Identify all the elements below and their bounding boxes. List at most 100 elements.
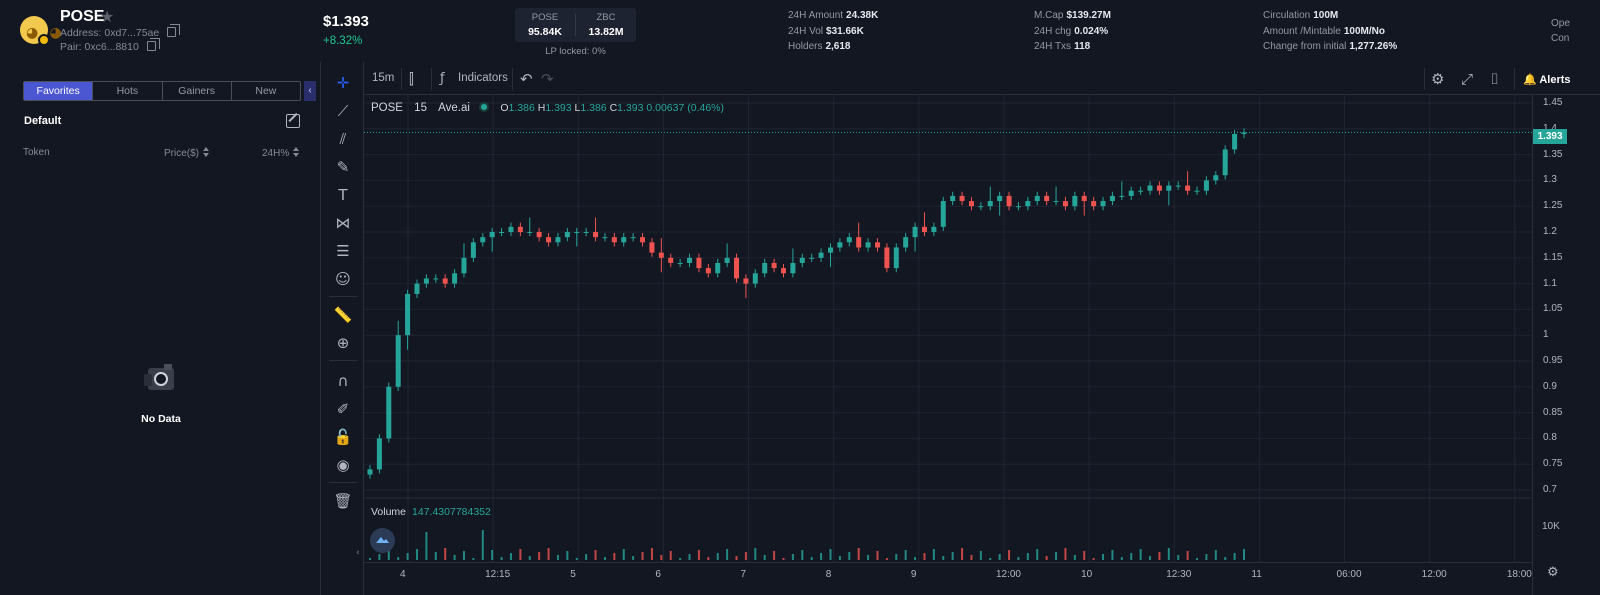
sort-icon[interactable]: [203, 147, 210, 158]
volume-bar: [773, 551, 776, 560]
pair-address-row: Pair: 0xc6...8810: [60, 38, 160, 53]
volume-bar: [1243, 549, 1245, 560]
column-price-label: Price($): [164, 148, 200, 159]
liquidity-quote: ZBC 13.82M: [576, 8, 636, 42]
trash-icon[interactable]: 🗑: [333, 492, 353, 510]
copy-icon[interactable]: [146, 38, 160, 51]
volume-bar: [848, 552, 851, 560]
volume-bar: [679, 558, 682, 560]
brush-tool-icon[interactable]: ✎: [336, 158, 350, 176]
eye-icon[interactable]: ◉: [336, 456, 350, 474]
text-tool-icon[interactable]: T: [338, 186, 348, 204]
sort-icon[interactable]: [293, 147, 300, 158]
candle-body: [705, 268, 711, 274]
volume-bar: [998, 554, 1001, 560]
copy-icon[interactable]: [167, 24, 181, 37]
volume-bar: [867, 555, 870, 560]
divider: [329, 482, 357, 483]
stat-change-initial: Change from initial 1,277.26%: [1263, 41, 1397, 52]
candle-body: [762, 262, 768, 274]
volume-bar: [697, 550, 700, 560]
price-tick-label: 0.9: [1543, 380, 1557, 392]
volume-bar: [1186, 551, 1189, 560]
volume-bar: [876, 551, 879, 560]
price-chart[interactable]: [364, 95, 1532, 562]
volume-bar: [688, 554, 691, 560]
price-tick-label: 1.25: [1543, 200, 1563, 212]
collapse-panel-button[interactable]: ‹: [304, 81, 316, 101]
candle-body: [555, 237, 561, 243]
volume-bar: [556, 555, 559, 560]
fib-tool-icon[interactable]: ⫽: [339, 130, 347, 148]
candle-body: [367, 469, 373, 475]
candle-body: [752, 273, 758, 284]
lock-icon[interactable]: 🔓: [333, 428, 353, 446]
camera-icon[interactable]: ⌷: [1490, 70, 1500, 88]
candle-body: [903, 237, 909, 248]
legend-high-key: H: [537, 102, 546, 114]
ruler-tool-icon[interactable]: 📏: [333, 306, 353, 324]
volume-bar: [1224, 557, 1227, 560]
volume-legend: Volume 147.4307784352: [371, 506, 491, 518]
gear-icon[interactable]: ⚙: [1547, 565, 1559, 580]
liquidity-quote-name: ZBC: [596, 12, 616, 23]
candle-body: [865, 242, 871, 248]
candle-body: [987, 201, 993, 207]
price-tick-label: 1.1: [1543, 277, 1557, 289]
alerts-button[interactable]: 🔔 Alerts: [1523, 73, 1571, 86]
volume-bar: [1036, 549, 1039, 560]
tab-gainers[interactable]: Gainers: [163, 82, 232, 100]
magnet-tool-icon[interactable]: ∩: [337, 372, 349, 390]
favorite-star-icon[interactable]: ★: [100, 7, 115, 26]
trend-line-tool-icon[interactable]: ⟋: [337, 102, 349, 120]
crosshair-tool-icon[interactable]: ✛: [336, 74, 350, 92]
legend-interval: 15: [414, 102, 427, 114]
volume-bar: [491, 550, 494, 560]
redo-icon[interactable]: ↷: [541, 70, 554, 88]
column-price[interactable]: Price($): [164, 147, 210, 159]
candle-body: [1062, 201, 1068, 207]
volume-bar: [444, 548, 447, 560]
lock-drawing-icon[interactable]: ✐: [336, 400, 350, 418]
stat-label: Holders: [788, 41, 823, 52]
prediction-tool-icon[interactable]: ☰: [336, 242, 350, 260]
time-axis[interactable]: 4 12:15 5 6 7 8 9 12:00 10 12:30 11 06:00 12:00 18:00: [364, 562, 1532, 595]
time-tick-label: 18:00: [1506, 569, 1532, 580]
candle-body: [1166, 185, 1172, 191]
candle-body: [593, 232, 599, 238]
candle-body: [846, 237, 852, 243]
chevron-left-icon[interactable]: ‹: [356, 548, 360, 558]
stat-amount-mintable: Amount /Mintable 100M/No: [1263, 26, 1385, 37]
edit-icon[interactable]: [286, 114, 300, 128]
stat-mcap: M.Cap $139.27M: [1034, 10, 1111, 21]
tab-new[interactable]: New: [255, 85, 277, 97]
fullscreen-icon[interactable]: ⤢: [1461, 70, 1474, 88]
volume-bar: [1083, 551, 1086, 560]
volume-axis-label: 10K: [1542, 521, 1560, 532]
candle-type-icon[interactable]: ⫿: [409, 70, 414, 88]
stat-contract: Con: [1551, 33, 1569, 44]
stat-value: 24.38K: [846, 10, 879, 21]
volume-bar: [970, 555, 973, 560]
tab-hots[interactable]: Hots: [93, 82, 163, 100]
volume-bar: [415, 549, 418, 560]
volume-bar: [397, 557, 400, 560]
pattern-tool-icon[interactable]: ⋈: [335, 214, 351, 232]
candle-body: [837, 242, 843, 248]
emoji-tool-icon[interactable]: ☺: [335, 270, 351, 288]
candle-body: [771, 262, 777, 269]
indicators-button[interactable]: Indicators: [458, 72, 508, 84]
gear-icon[interactable]: ⚙: [1431, 70, 1445, 88]
column-change[interactable]: 24H%: [262, 147, 300, 159]
candle-body: [405, 293, 411, 336]
legend-source: Ave.ai: [438, 102, 470, 114]
fx-icon[interactable]: ƒ: [440, 71, 445, 86]
undo-icon[interactable]: ↶: [520, 70, 533, 88]
price-axis[interactable]: 1.45 1.4 1.35 1.3 1.25 1.2 1.15 1.1 1.05 1 0.95 0.9…: [1532, 95, 1600, 595]
time-tick-label: 06:00: [1336, 569, 1362, 580]
volume-bar: [707, 557, 710, 560]
zoom-in-tool-icon[interactable]: ⊕: [336, 334, 350, 352]
interval-button[interactable]: 15m: [372, 72, 395, 84]
tab-favorites[interactable]: Favorites: [24, 82, 94, 100]
price-tick-label: 1.4: [1543, 123, 1557, 134]
